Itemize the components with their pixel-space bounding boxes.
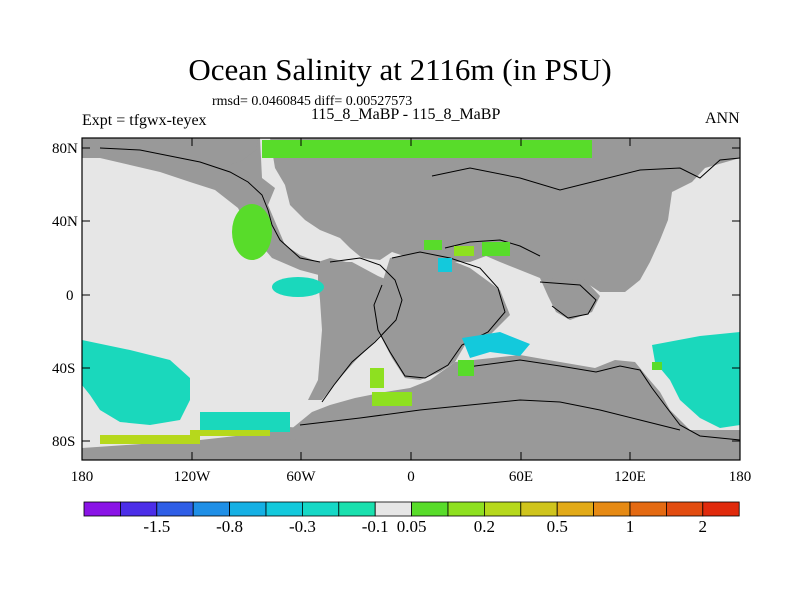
anomaly-south-atlantic-positive [370, 368, 384, 388]
colorbar-swatch [411, 501, 449, 517]
colorbar-label: 0.5 [547, 517, 568, 536]
anomaly-tethys-cyan [438, 258, 452, 272]
colorbar-labels: -1.5 -0.8 -0.3 -0.1 0.05 0.2 0.5 1 2 [143, 517, 707, 536]
colorbar-swatch [338, 501, 376, 517]
coastline [321, 257, 403, 403]
colorbar-label: -0.1 [362, 517, 389, 536]
coastline [299, 399, 681, 431]
y-tick-label: 80N [52, 141, 78, 157]
colorbar-swatch [192, 501, 230, 517]
land-australia [82, 355, 740, 460]
coastline [539, 281, 597, 319]
y-tick-label: 80S [52, 434, 75, 450]
colorbar-swatch [629, 501, 667, 517]
land-africa [372, 252, 510, 380]
colorbar-swatch [447, 501, 485, 517]
colorbar-swatch [556, 501, 595, 517]
anomaly-tethys-positive-3 [454, 246, 474, 256]
anomaly-southern-yellow-2 [190, 430, 270, 436]
land-greenland [160, 138, 258, 168]
colorbar-label: -0.3 [289, 517, 316, 536]
x-tick-label: 60E [509, 469, 533, 485]
y-axis [82, 147, 740, 442]
colorbar-label: 2 [699, 517, 708, 536]
coastline [373, 251, 506, 379]
colorbar-swatch [483, 501, 522, 517]
x-tick-label: 180 [71, 469, 94, 485]
x-axis [81, 138, 741, 460]
colorbar-swatch [593, 501, 631, 517]
anomaly-n-atlantic-positive [232, 204, 272, 260]
anomaly-southern-yellow [100, 435, 200, 444]
x-tick-label: 120W [174, 469, 212, 485]
anomaly-sw-pacific-negative [652, 332, 740, 428]
experiment-label: Expt = tfgwx-teyex [82, 112, 207, 129]
anomaly-tethys-positive-2 [482, 242, 510, 256]
colorbar-swatch [702, 501, 740, 517]
y-tick-label: 0 [66, 288, 74, 304]
y-tick-label: 40S [52, 361, 75, 377]
stats-text: rmsd= 0.0460845 diff= 0.00527573 [212, 94, 413, 109]
colorbar-swatch [120, 501, 158, 517]
colorbar-label: 0.05 [397, 517, 427, 536]
anomaly-s-pacific-negative [82, 340, 190, 425]
colorbar [83, 501, 740, 517]
colorbar-swatch [265, 501, 303, 517]
x-tick-label: 180 [729, 469, 752, 485]
x-tick-label: 60W [286, 469, 316, 485]
anomaly-eq-atlantic-negative [272, 277, 324, 297]
colorbar-swatch [156, 501, 194, 517]
land-eurasia [270, 138, 740, 292]
colorbar-label: 0.2 [474, 517, 495, 536]
colorbar-swatch [374, 501, 413, 517]
anomaly-indian-cyan [462, 332, 530, 358]
colorbar-swatch [229, 501, 267, 517]
x-tick-label: 0 [407, 469, 415, 485]
chart-title: Ocean Salinity at 2116m (in PSU) [188, 52, 612, 87]
anomaly-tethys-positive-1 [424, 240, 442, 250]
colorbar-label: -0.8 [216, 517, 243, 536]
coastline [431, 157, 741, 191]
anomaly-layer [82, 140, 740, 444]
anomaly-south-atlantic-positive-2 [372, 392, 412, 406]
colorbar-label: -1.5 [143, 517, 170, 536]
y-tick-label: 40N [52, 214, 78, 230]
colorbar-swatch [83, 501, 121, 517]
coastline [444, 239, 541, 257]
colorbar-swatch [520, 501, 558, 517]
anomaly-indian-positive [458, 360, 474, 376]
coastline [459, 359, 741, 441]
anomaly-sw-pacific-positive [652, 362, 662, 370]
colorbar-swatch [666, 501, 704, 517]
anomaly-arctic-positive [262, 140, 592, 158]
colorbar-label: 1 [626, 517, 635, 536]
season-label: ANN [705, 110, 740, 127]
period-label: 115_8_MaBP - 115_8_MaBP [311, 106, 501, 123]
coastline [99, 147, 321, 263]
land-india [540, 278, 600, 320]
coastline-layer [99, 147, 741, 441]
x-tick-label: 120E [614, 469, 646, 485]
anomaly-southern-negative [200, 412, 290, 432]
colorbar-swatch [301, 501, 340, 517]
